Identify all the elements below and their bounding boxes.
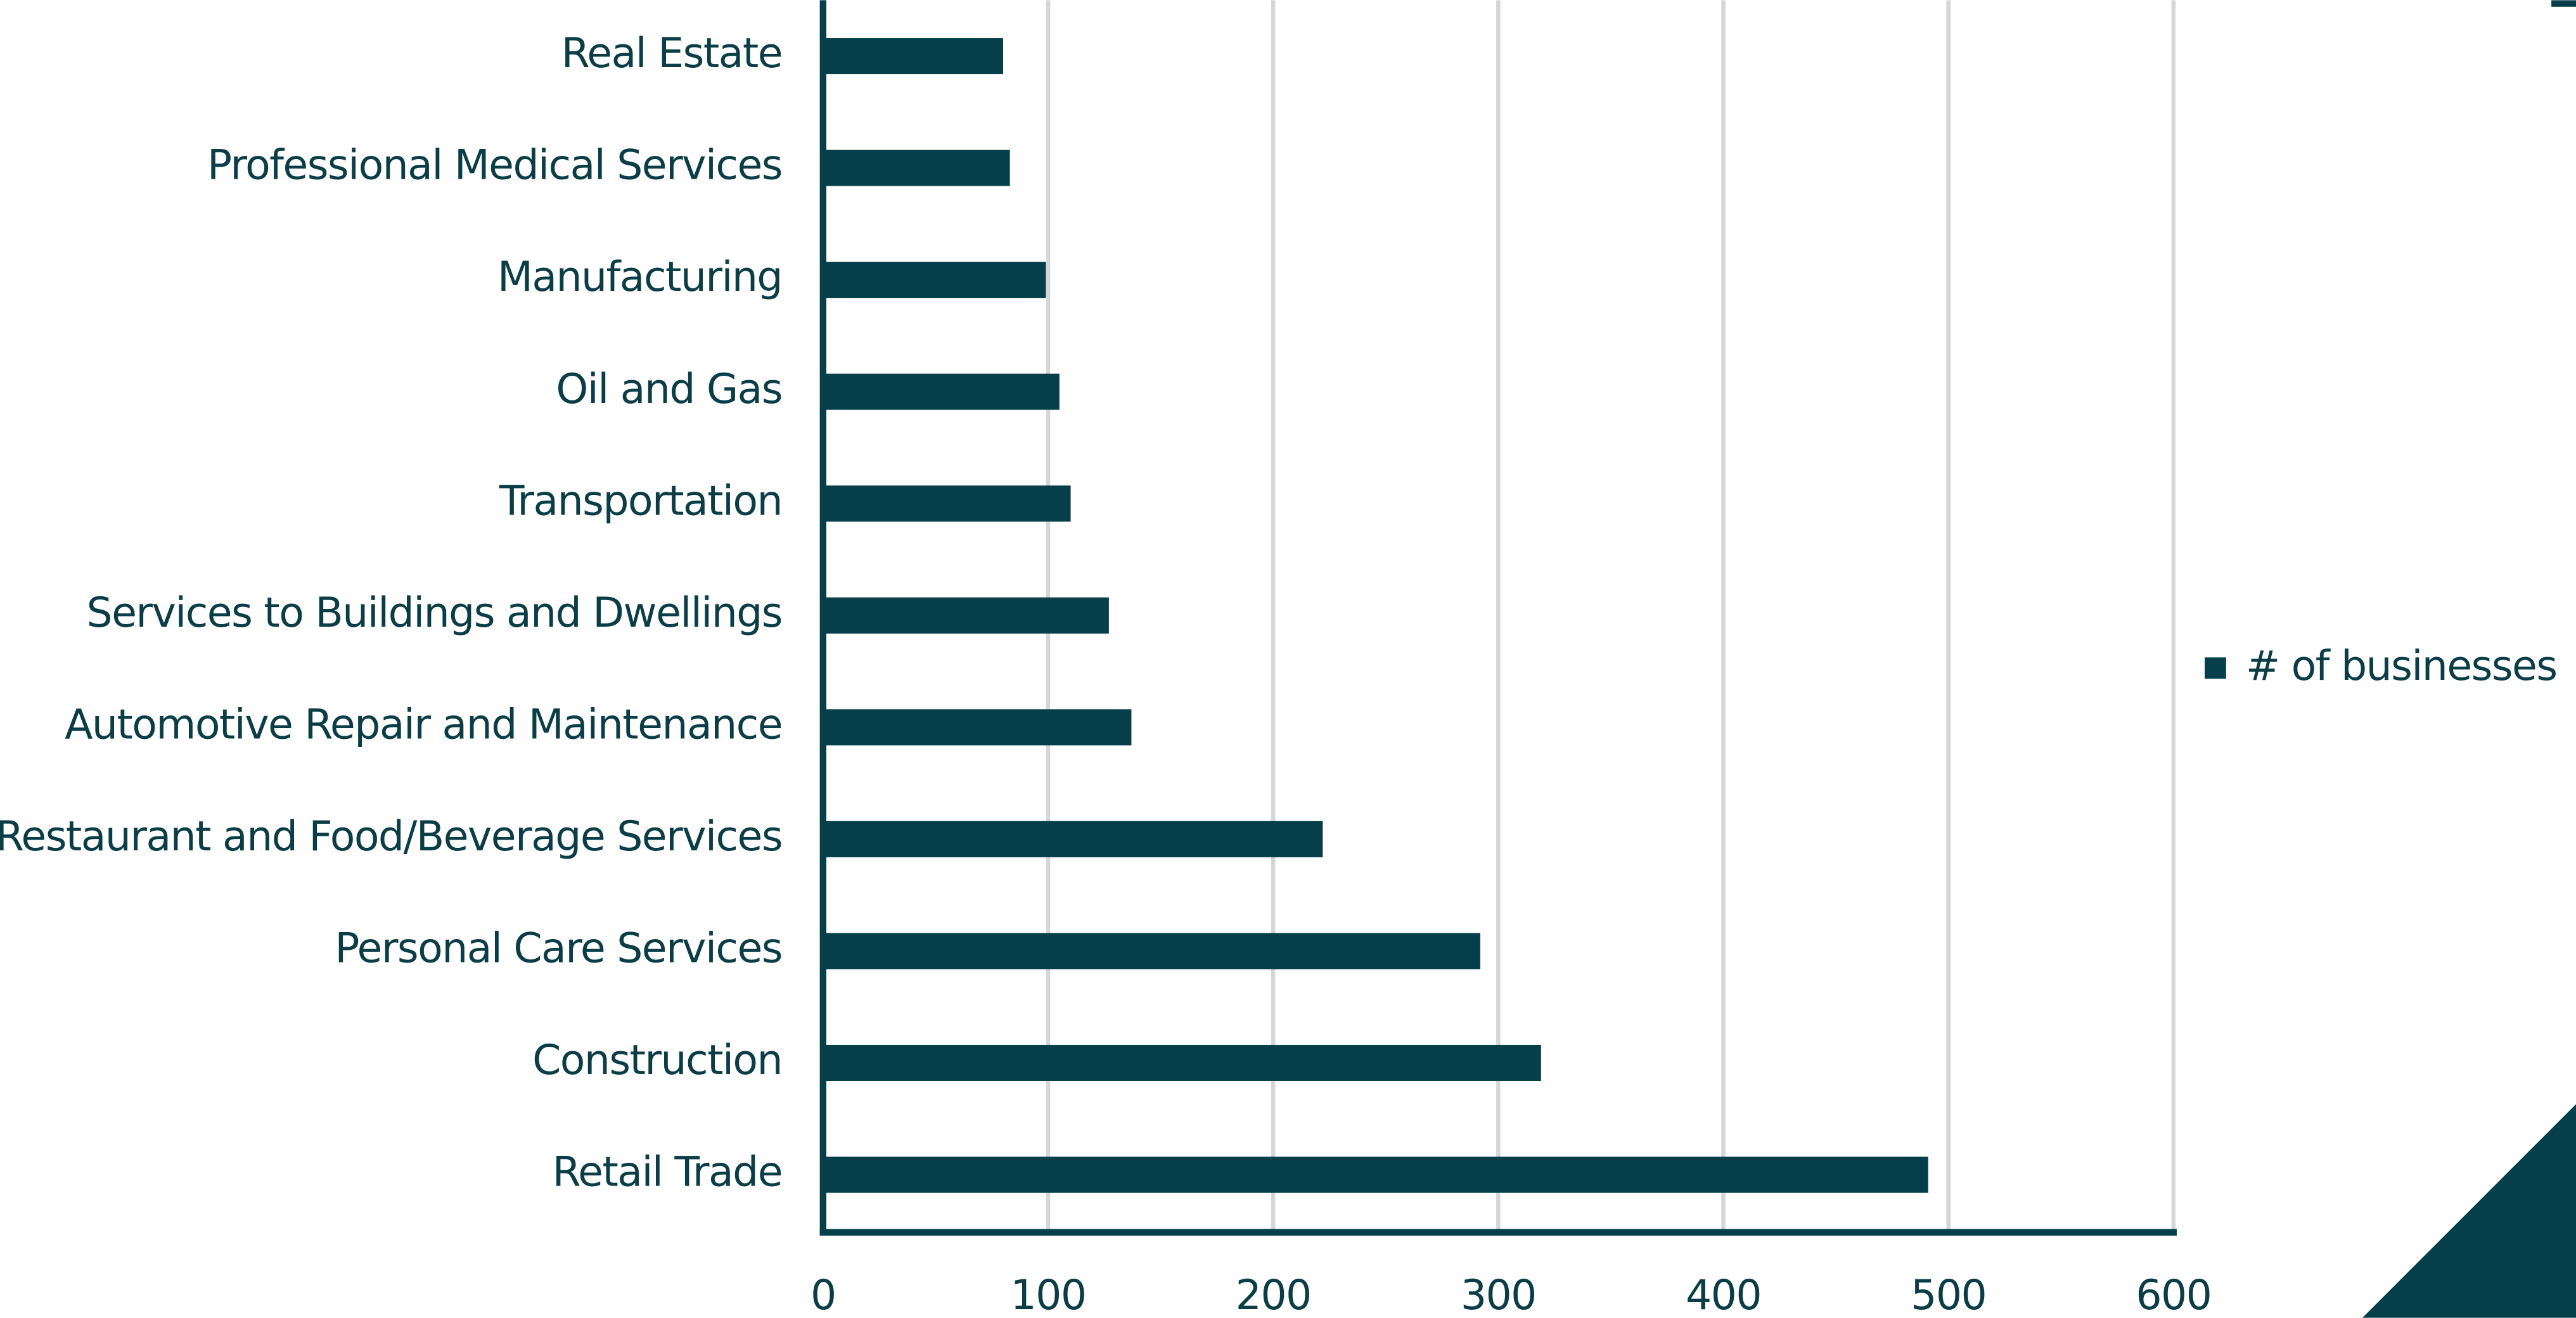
bar <box>823 262 1046 298</box>
legend-swatch <box>2205 657 2226 679</box>
bar <box>823 485 1071 522</box>
bar <box>823 597 1109 634</box>
y-tick-label: Manufacturing <box>497 253 782 301</box>
bar <box>823 150 1010 186</box>
legend-label: # of businesses <box>2246 643 2557 690</box>
x-tick-label: 200 <box>1236 1272 1311 1318</box>
x-tick-label: 600 <box>2136 1272 2211 1318</box>
y-tick-label: Construction <box>532 1037 782 1084</box>
bar <box>823 1044 1541 1082</box>
decoration <box>2551 0 2576 7</box>
y-tick-label: Automotive Repair and Maintenance <box>65 701 782 748</box>
bar <box>823 821 1323 857</box>
x-tick-label: 0 <box>811 1272 836 1318</box>
y-tick-label: Real Estate <box>561 30 782 77</box>
bar <box>823 373 1060 410</box>
y-tick-label: Professional Medical Services <box>207 142 782 189</box>
y-tick-label: Services to Buildings and Dwellings <box>87 589 782 637</box>
y-tick-label: Transportation <box>499 477 782 525</box>
bar <box>823 933 1480 969</box>
bar <box>823 709 1132 746</box>
y-tick-label: Oil and Gas <box>556 366 782 413</box>
y-tick-label: Retail Trade <box>553 1149 782 1196</box>
x-tick-label: 100 <box>1010 1272 1086 1318</box>
bar <box>823 38 1003 75</box>
decoration <box>2362 1104 2576 1318</box>
y-tick-label: Personal Care Services <box>335 925 782 973</box>
y-tick-label: Restaurant and Food/Beverage Services <box>0 813 782 861</box>
x-tick-label: 400 <box>1686 1272 1761 1318</box>
x-tick-label: 300 <box>1461 1272 1536 1318</box>
x-tick-label: 500 <box>1911 1272 1986 1318</box>
bar <box>823 1156 1928 1193</box>
